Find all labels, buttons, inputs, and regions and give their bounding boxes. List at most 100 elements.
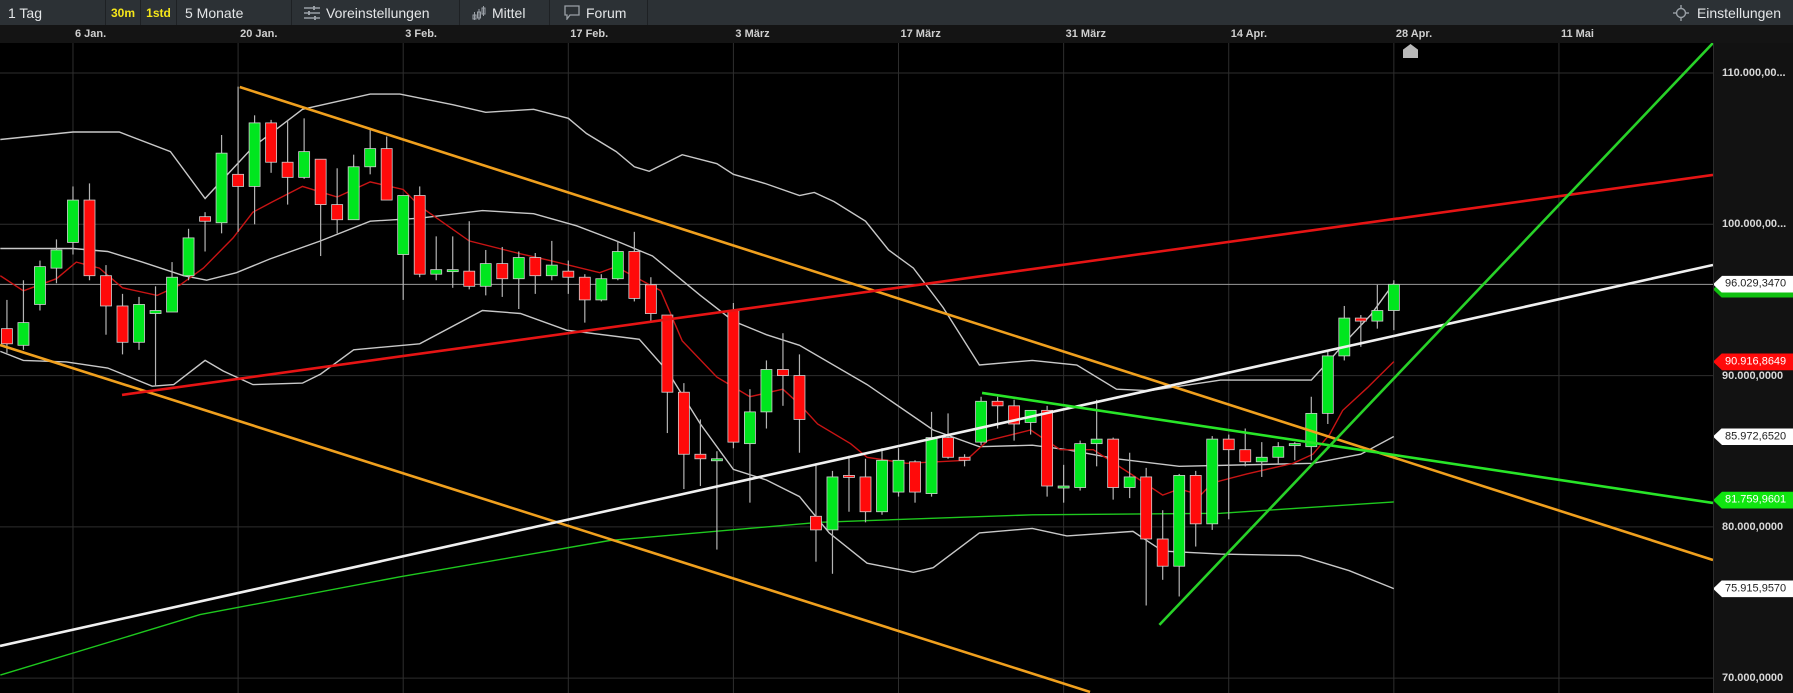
white-trendline: [0, 263, 1713, 648]
candle-down: [644, 284, 657, 314]
chart-toolbar: 1 Tag 30m 1std 5 Monate Voreinstellungen…: [0, 0, 1793, 26]
candle-down: [793, 375, 806, 420]
date-tick-label: 6 Jan.: [74, 28, 107, 40]
candle-down: [281, 161, 294, 178]
candle-down: [1107, 438, 1120, 488]
candle-down: [1140, 476, 1153, 540]
mittel-label: Mittel: [492, 4, 526, 21]
candle-up: [545, 264, 558, 277]
candle-up: [1371, 310, 1384, 322]
candle-up: [1338, 317, 1351, 357]
channel-lower: [0, 343, 1091, 693]
chart-background: [0, 43, 1713, 693]
candle-up: [182, 237, 195, 277]
interval-30m-button[interactable]: 30m: [106, 0, 141, 25]
einstellungen-button[interactable]: Einstellungen: [1672, 0, 1781, 25]
candle-down: [991, 400, 1004, 407]
interval-1std-button[interactable]: 1std: [141, 0, 177, 25]
date-tick-label: 28 Apr.: [1395, 28, 1433, 40]
candle-up: [711, 458, 723, 462]
candle-down: [1, 328, 13, 345]
moving-average-long-line: [0, 501, 1394, 676]
einstellungen-label: Einstellungen: [1696, 4, 1781, 21]
candle-up: [430, 269, 443, 275]
candle-up: [1123, 476, 1136, 488]
candle-down: [661, 314, 674, 393]
candle-up: [50, 249, 63, 269]
interval-label: 30m: [110, 5, 136, 20]
candle-up: [826, 476, 839, 531]
candle-down: [628, 251, 641, 299]
candlestick-icon: [472, 5, 486, 20]
candle-up: [215, 152, 228, 224]
forum-button[interactable]: Forum: [550, 0, 648, 25]
price-tag: 90.916,8649: [1714, 353, 1793, 371]
voreinstellungen-button[interactable]: Voreinstellungen: [292, 0, 460, 25]
candle-up: [1074, 443, 1087, 488]
candle-down: [810, 515, 822, 531]
candle-up: [1173, 475, 1186, 567]
date-tick-label: 3 Feb.: [405, 28, 437, 40]
candle-down: [694, 453, 707, 460]
candle-up: [925, 437, 938, 494]
price-tag: 96.029,3470: [1714, 275, 1793, 293]
candle-down: [1239, 449, 1252, 463]
candle-up: [298, 151, 311, 178]
candle-up: [1057, 485, 1070, 489]
price-tag: 75.915,9570: [1714, 580, 1793, 598]
candle-down: [380, 148, 393, 201]
candle-down: [265, 122, 278, 163]
candle-down: [331, 204, 344, 221]
date-tick-label: 17 Feb.: [570, 28, 609, 40]
forum-label: Forum: [586, 4, 627, 21]
candle-down: [1189, 475, 1202, 525]
candle-up: [1255, 456, 1268, 463]
period-1-tag-button[interactable]: 1 Tag: [0, 0, 106, 25]
candle-down: [859, 476, 872, 513]
date-tick-label: 17 März: [900, 28, 941, 40]
mittel-button[interactable]: Mittel: [460, 0, 550, 25]
candle-up: [364, 148, 377, 168]
price-tag: 81.759,9601: [1714, 491, 1793, 509]
date-tick-label: 31 März: [1065, 28, 1106, 40]
range-5-monate-button[interactable]: 5 Monate: [177, 0, 292, 25]
candle-down: [843, 475, 855, 478]
candle-up: [149, 310, 162, 314]
candle-up: [446, 269, 459, 273]
candle-up: [876, 459, 888, 513]
candle-down: [1222, 438, 1235, 451]
candle-down: [314, 158, 327, 205]
price-tick-label: 70.000,0000: [1722, 672, 1784, 685]
candle-up: [760, 369, 773, 413]
price-chart[interactable]: [0, 43, 1713, 693]
candle-up: [17, 322, 30, 346]
candle-down: [83, 199, 96, 277]
candle-up: [67, 199, 79, 243]
candle-up: [1288, 443, 1301, 447]
candle-up: [1321, 355, 1334, 414]
candle-up: [34, 266, 46, 305]
candle-up: [166, 276, 178, 313]
price-tick-label: 90.000,0000: [1722, 369, 1784, 382]
candle-up: [892, 459, 905, 493]
sliders-icon: [304, 5, 320, 20]
candle-down: [199, 216, 211, 222]
candle-down: [496, 263, 509, 280]
candle-up: [512, 257, 525, 280]
interval-label: 1std: [146, 5, 171, 20]
candle-down: [942, 437, 954, 458]
candle-down: [1354, 317, 1367, 322]
candle-down: [529, 257, 542, 277]
candle-up: [595, 278, 608, 301]
price-tag: 85.972,6520: [1714, 428, 1793, 445]
house-marker-icon[interactable]: [1403, 44, 1418, 58]
candle-down: [909, 461, 921, 493]
green-trendline-short: [981, 391, 1713, 505]
candle-down: [413, 195, 426, 275]
price-axis[interactable]: 110.000,00... 100.000,00... 90.000,0000 80.…: [1713, 43, 1793, 693]
candle-down: [1008, 405, 1020, 425]
candle-up: [479, 263, 492, 287]
candle-up: [248, 122, 261, 187]
bollinger-upper-line: [0, 93, 1395, 392]
candle-down: [578, 276, 591, 301]
